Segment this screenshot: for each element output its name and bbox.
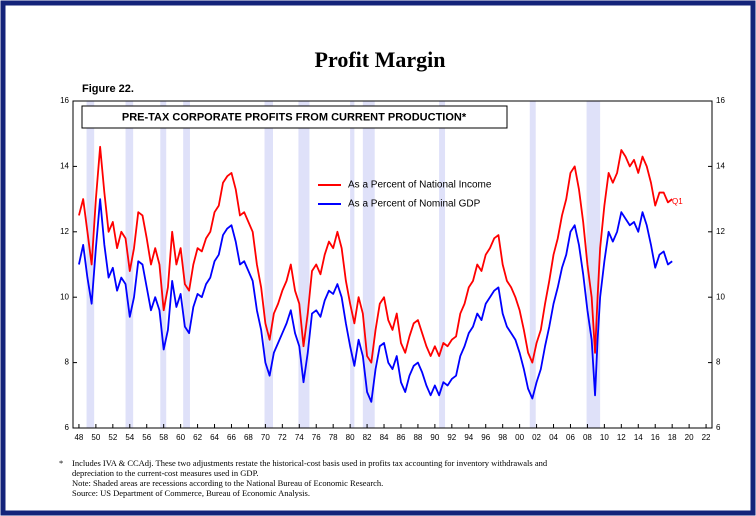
x-tick-label: 08 xyxy=(583,433,592,442)
x-tick-label: 06 xyxy=(566,433,575,442)
y2-tick-label: 14 xyxy=(716,162,725,171)
x-tick-label: 92 xyxy=(447,433,456,442)
x-tick-label: 78 xyxy=(329,433,338,442)
y2-tick-label: 16 xyxy=(716,96,725,105)
y2-tick-label: 8 xyxy=(716,358,721,367)
x-tick-label: 74 xyxy=(295,433,304,442)
footnote: Source: US Department of Commerce, Burea… xyxy=(72,488,310,498)
x-tick-label: 86 xyxy=(397,433,406,442)
x-tick-label: 12 xyxy=(617,433,626,442)
x-tick-label: 04 xyxy=(549,433,558,442)
footnote: Includes IVA & CCAdj. These two adjustme… xyxy=(72,458,548,468)
footnote-marker: * xyxy=(59,458,63,468)
y2-tick-label: 10 xyxy=(716,292,725,301)
x-tick-label: 20 xyxy=(685,433,694,442)
footnote: depreciation to the current-cost measure… xyxy=(72,468,258,478)
x-tick-label: 02 xyxy=(532,433,541,442)
x-tick-label: 70 xyxy=(261,433,270,442)
x-tick-label: 88 xyxy=(413,433,422,442)
y-tick-label: 14 xyxy=(60,162,69,171)
x-tick-label: 68 xyxy=(244,433,253,442)
x-tick-label: 22 xyxy=(702,433,711,442)
plot-border xyxy=(72,100,713,429)
x-tick-label: 48 xyxy=(74,433,83,442)
recession-band xyxy=(160,101,167,428)
x-tick-label: 56 xyxy=(142,433,151,442)
x-tick-label: 60 xyxy=(176,433,185,442)
recession-band xyxy=(86,101,95,428)
subtitle: PRE-TAX CORPORATE PROFITS FROM CURRENT P… xyxy=(122,111,467,123)
x-tick-label: 10 xyxy=(600,433,609,442)
recession-band xyxy=(298,101,310,428)
x-tick-label: 84 xyxy=(380,433,389,442)
series-line xyxy=(78,198,673,403)
x-tick-label: 52 xyxy=(108,433,117,442)
x-tick-label: 90 xyxy=(430,433,439,442)
x-tick-label: 16 xyxy=(651,433,660,442)
footnote: Note: Shaded areas are recessions accord… xyxy=(72,478,383,488)
y2-tick-label: 12 xyxy=(716,227,725,236)
y-tick-label: 10 xyxy=(60,292,69,301)
x-tick-label: 14 xyxy=(634,433,643,442)
recession-band xyxy=(264,101,274,428)
x-tick-label: 82 xyxy=(363,433,372,442)
recession-band xyxy=(529,101,536,428)
x-tick-label: 64 xyxy=(210,433,219,442)
x-tick-label: 94 xyxy=(464,433,473,442)
x-tick-label: 80 xyxy=(346,433,355,442)
y-tick-label: 8 xyxy=(65,358,70,367)
recession-band xyxy=(439,101,446,428)
subtitle-box xyxy=(81,105,508,129)
chart-title: Profit Margin xyxy=(315,47,446,72)
y2-tick-label: 6 xyxy=(716,423,721,432)
recession-band xyxy=(350,101,355,428)
recession-band xyxy=(362,101,375,428)
annotation: Q1 xyxy=(672,197,683,206)
x-tick-label: 98 xyxy=(498,433,507,442)
y-tick-label: 16 xyxy=(60,96,69,105)
figure-label: Figure 22. xyxy=(82,83,134,95)
x-tick-label: 76 xyxy=(312,433,321,442)
y-tick-label: 6 xyxy=(65,423,70,432)
x-tick-label: 66 xyxy=(227,433,236,442)
x-tick-label: 18 xyxy=(668,433,677,442)
legend-label: As a Percent of National Income xyxy=(348,180,492,191)
x-tick-label: 50 xyxy=(91,433,100,442)
recession-band xyxy=(183,101,190,428)
x-tick-label: 00 xyxy=(515,433,524,442)
x-tick-label: 72 xyxy=(278,433,287,442)
series-line xyxy=(78,145,673,364)
y-tick-label: 12 xyxy=(60,227,69,236)
x-tick-label: 96 xyxy=(481,433,490,442)
x-tick-label: 62 xyxy=(193,433,202,442)
x-tick-label: 54 xyxy=(125,433,134,442)
x-tick-label: 58 xyxy=(159,433,168,442)
legend-label: As a Percent of Nominal GDP xyxy=(348,199,481,210)
